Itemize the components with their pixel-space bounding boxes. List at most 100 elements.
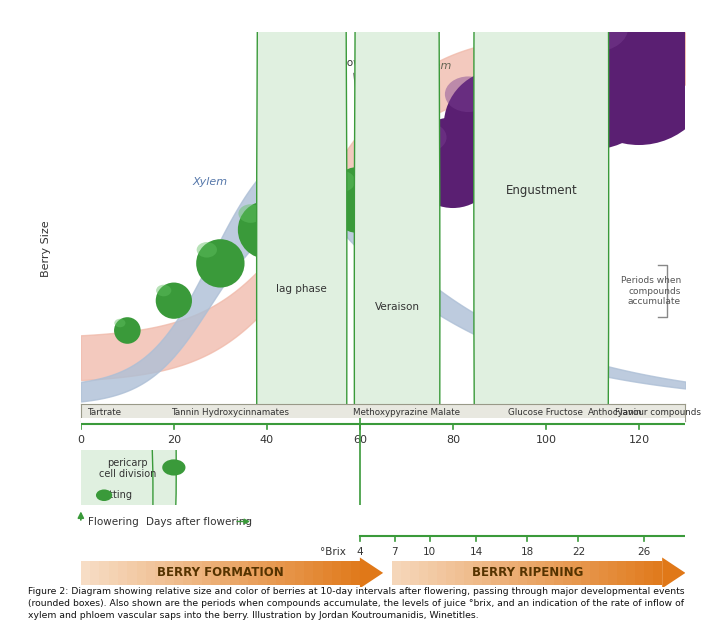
Text: Tannin Hydroxycinnamates: Tannin Hydroxycinnamates (171, 408, 289, 417)
Polygon shape (155, 561, 165, 585)
Text: setting: setting (98, 490, 133, 500)
Polygon shape (636, 561, 644, 585)
Polygon shape (411, 561, 420, 585)
Text: Tartrate: Tartrate (87, 408, 121, 417)
FancyBboxPatch shape (79, 428, 153, 562)
Polygon shape (437, 561, 446, 585)
FancyBboxPatch shape (474, 0, 609, 643)
Ellipse shape (481, 37, 536, 80)
Polygon shape (314, 561, 323, 585)
Text: lag phase: lag phase (276, 284, 327, 294)
Polygon shape (599, 561, 608, 585)
Text: Flavour compounds: Flavour compounds (614, 408, 700, 417)
Polygon shape (591, 561, 599, 585)
Polygon shape (465, 561, 473, 585)
Polygon shape (536, 561, 546, 585)
Polygon shape (456, 561, 465, 585)
Ellipse shape (196, 239, 245, 287)
Ellipse shape (238, 201, 296, 259)
Polygon shape (563, 561, 572, 585)
Polygon shape (617, 561, 626, 585)
FancyBboxPatch shape (257, 0, 347, 643)
Polygon shape (136, 561, 146, 585)
Ellipse shape (328, 170, 355, 192)
Text: 22: 22 (572, 547, 585, 557)
Polygon shape (295, 561, 304, 585)
Polygon shape (332, 561, 341, 585)
Text: 7: 7 (392, 547, 398, 557)
Text: Methoxypyrazine Malate: Methoxypyrazine Malate (353, 408, 460, 417)
Polygon shape (626, 561, 636, 585)
Polygon shape (285, 561, 295, 585)
Text: 100: 100 (536, 435, 556, 445)
Polygon shape (248, 561, 257, 585)
Text: Anthocyanin: Anthocyanin (588, 408, 643, 417)
Polygon shape (99, 561, 109, 585)
Ellipse shape (565, 3, 628, 51)
Ellipse shape (115, 319, 126, 327)
Text: BERRY FORMATION: BERRY FORMATION (157, 566, 284, 579)
Text: 26: 26 (637, 547, 650, 557)
Ellipse shape (114, 317, 141, 344)
Text: 14: 14 (470, 547, 483, 557)
Ellipse shape (520, 5, 665, 149)
Polygon shape (323, 561, 332, 585)
Polygon shape (90, 561, 99, 585)
Text: Flowering: Flowering (88, 518, 138, 527)
Polygon shape (420, 561, 428, 585)
Polygon shape (351, 561, 360, 585)
Text: pericarp
cell division: pericarp cell division (98, 458, 156, 480)
Polygon shape (220, 561, 230, 585)
Text: Engustment: Engustment (505, 184, 577, 197)
Text: Figure 2: Diagram showing relative size and color of berries at 10-day intervals: Figure 2: Diagram showing relative size … (28, 587, 685, 620)
Text: BERRY RIPENING: BERRY RIPENING (472, 566, 583, 579)
Polygon shape (572, 561, 581, 585)
Polygon shape (392, 561, 401, 585)
Polygon shape (239, 561, 248, 585)
Polygon shape (109, 561, 118, 585)
Polygon shape (257, 561, 267, 585)
Text: 10: 10 (423, 547, 436, 557)
Ellipse shape (96, 489, 112, 501)
Ellipse shape (156, 285, 172, 296)
Ellipse shape (327, 167, 393, 233)
Polygon shape (581, 561, 591, 585)
Ellipse shape (281, 179, 345, 243)
Text: Days after flowering: Days after flowering (146, 518, 252, 527)
Polygon shape (482, 561, 491, 585)
Polygon shape (527, 561, 536, 585)
Polygon shape (341, 561, 351, 585)
Ellipse shape (238, 204, 263, 223)
Ellipse shape (162, 459, 186, 476)
Polygon shape (202, 561, 211, 585)
Polygon shape (174, 561, 183, 585)
Text: 80: 80 (446, 435, 460, 445)
Ellipse shape (408, 117, 498, 208)
Polygon shape (304, 561, 314, 585)
Polygon shape (546, 561, 554, 585)
Polygon shape (165, 561, 174, 585)
Polygon shape (401, 561, 411, 585)
Polygon shape (608, 561, 617, 585)
Text: 0: 0 (77, 435, 84, 445)
FancyBboxPatch shape (354, 0, 440, 643)
Text: 120: 120 (628, 435, 650, 445)
Text: 4: 4 (356, 547, 363, 557)
Polygon shape (644, 561, 653, 585)
Text: 60: 60 (353, 435, 367, 445)
Text: 40: 40 (260, 435, 274, 445)
Polygon shape (276, 561, 285, 585)
Polygon shape (211, 561, 220, 585)
Polygon shape (518, 561, 527, 585)
Text: Xylem flow ceases: Xylem flow ceases (304, 58, 401, 121)
Polygon shape (118, 561, 127, 585)
Ellipse shape (445, 77, 491, 112)
Polygon shape (267, 561, 276, 585)
Polygon shape (81, 561, 90, 585)
Polygon shape (146, 561, 155, 585)
Ellipse shape (408, 123, 446, 152)
Text: Periods when
compounds
accumulate: Periods when compounds accumulate (621, 276, 681, 306)
Polygon shape (183, 561, 193, 585)
Polygon shape (473, 561, 482, 585)
Ellipse shape (479, 29, 612, 162)
